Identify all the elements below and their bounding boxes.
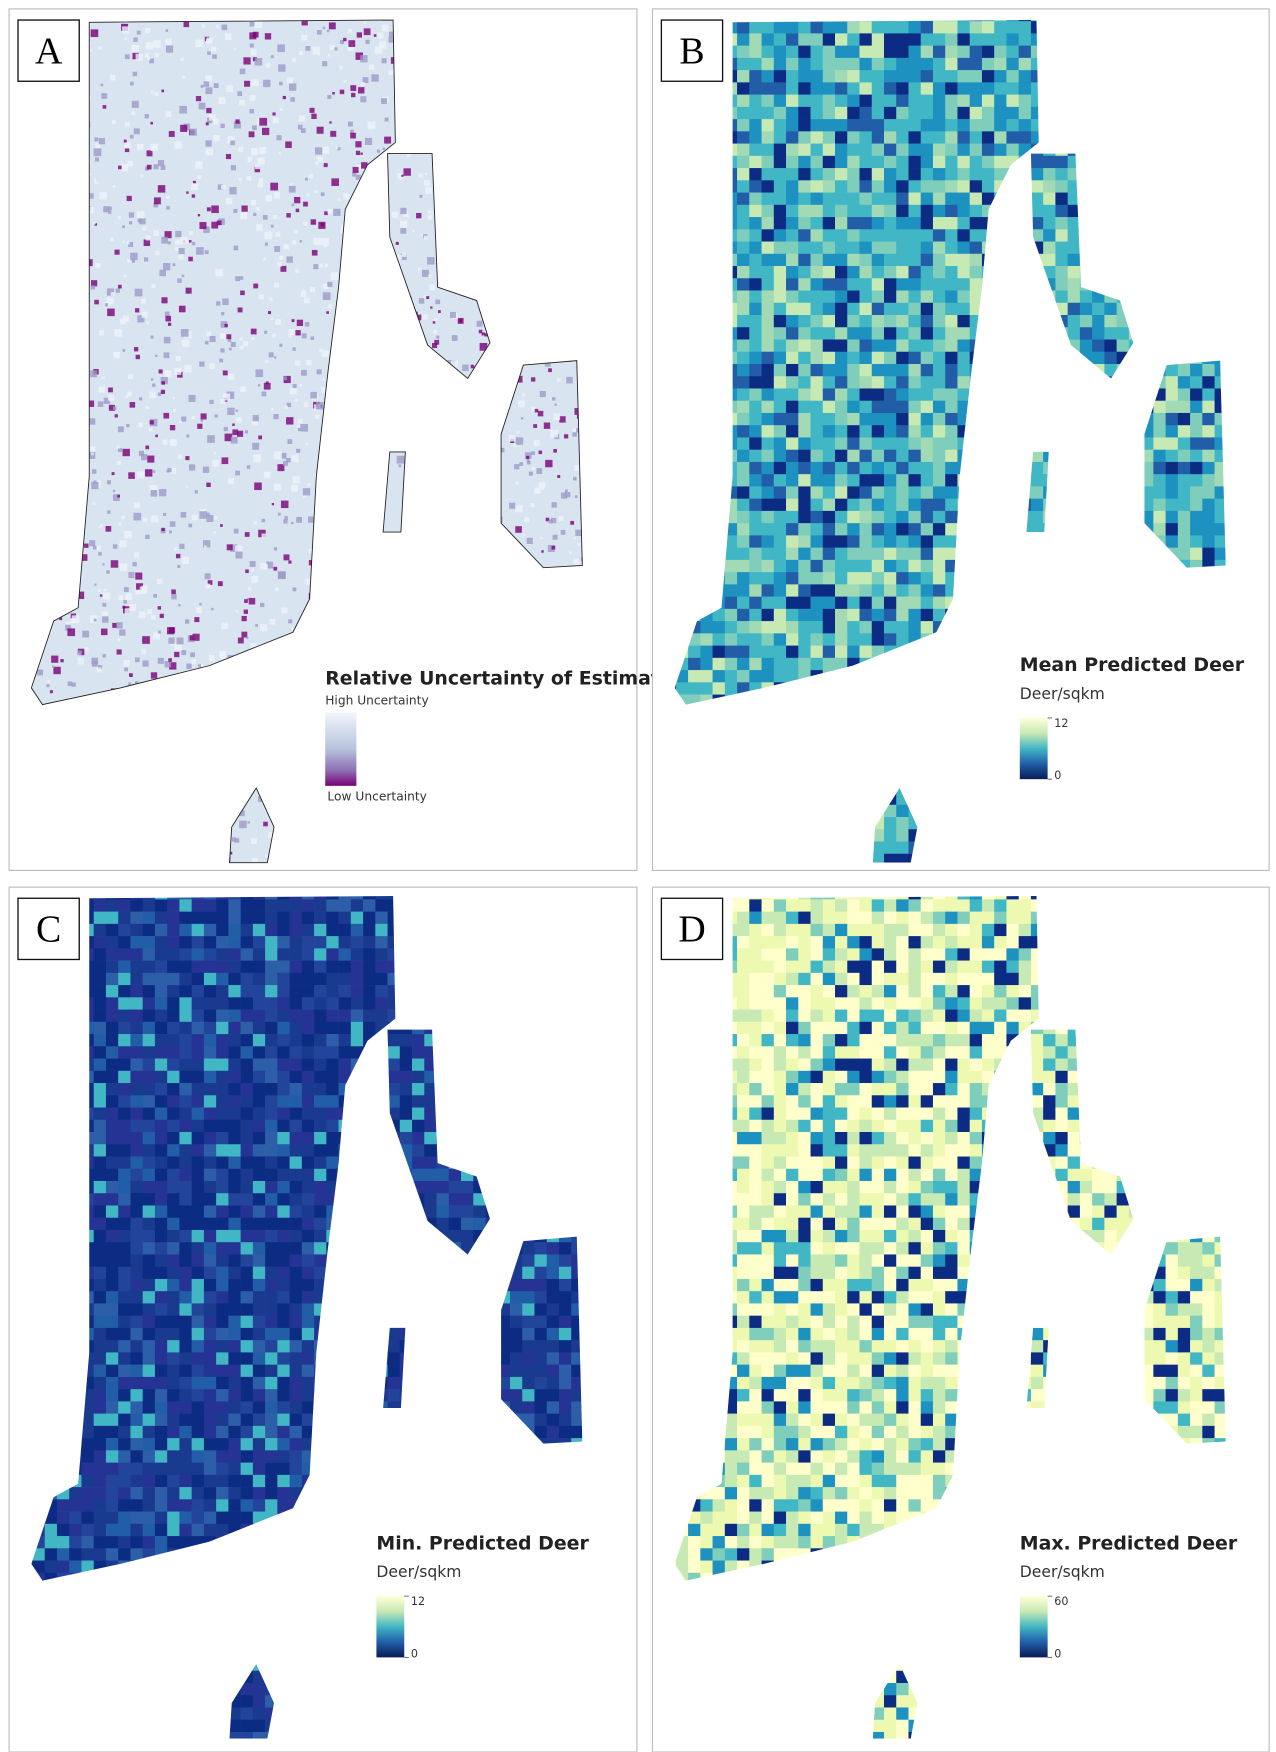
colorbar-tick-label: 60 — [1054, 1595, 1068, 1608]
map-panel: B Mean Predicted Deer Deer/sqkm 0 12 — [652, 9, 1269, 879]
legend-title: Min. Predicted Deer — [376, 1532, 589, 1554]
legend-title: Max. Predicted Deer — [1020, 1532, 1238, 1554]
legend-high-label: High Uncertainty — [325, 694, 429, 708]
page: {"panels": [ {"label": "A", "legend": {"… — [0, 0, 1276, 1752]
legend-unit: Deer/sqkm — [1020, 1563, 1105, 1581]
colorbar-tick-label: 0 — [411, 1647, 418, 1660]
colorbar — [1020, 1596, 1048, 1657]
figure: A Relative Uncertainty of Estimate High Un… — [0, 0, 1276, 1752]
legend-title: Mean Predicted Deer — [1020, 654, 1245, 676]
colorbar — [1020, 718, 1048, 779]
map-panel: C Min. Predicted Deer Deer/sqkm 0 12 — [9, 887, 637, 1752]
legend-unit: Deer/sqkm — [376, 1563, 461, 1581]
legend-title: Relative Uncertainty of Estimate — [325, 668, 673, 690]
colorbar-tick-label: 12 — [1054, 717, 1068, 730]
panel-label: C — [36, 909, 61, 951]
colorbar-tick-label: 0 — [1054, 1647, 1061, 1660]
legend-unit: Deer/sqkm — [1020, 685, 1105, 703]
legend-low-label: Low Uncertainty — [327, 789, 426, 803]
map-panel: D Max. Predicted Deer Deer/sqkm 0 60 — [652, 887, 1269, 1752]
panel-label: D — [678, 909, 705, 951]
panel-label: B — [679, 30, 704, 72]
panel-label: A — [35, 30, 63, 72]
colorbar — [325, 712, 356, 785]
colorbar-tick-label: 0 — [1054, 769, 1061, 782]
colorbar-tick-label: 12 — [411, 1595, 425, 1608]
map-panel: A Relative Uncertainty of Estimate High Un… — [9, 9, 673, 877]
colorbar — [376, 1596, 404, 1657]
